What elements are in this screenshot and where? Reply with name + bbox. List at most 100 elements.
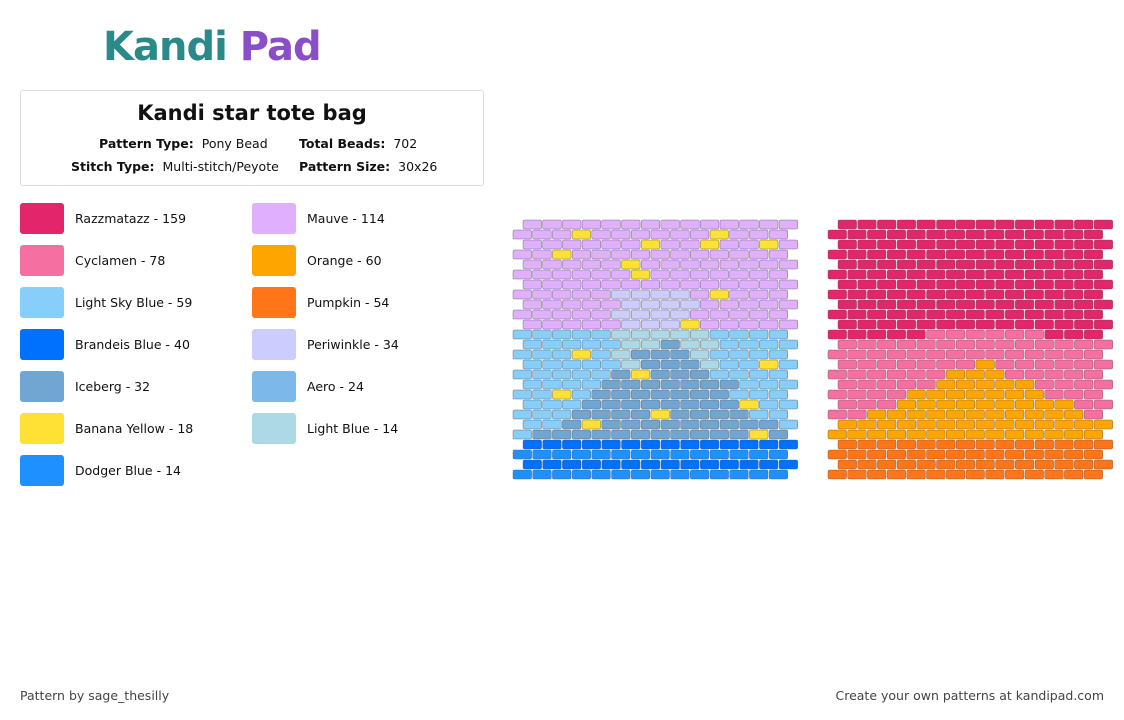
footer-right[interactable]: Create your own patterns at kandipad.com <box>835 688 1104 703</box>
bead <box>719 339 739 350</box>
bead <box>877 259 897 270</box>
bead <box>1054 379 1074 390</box>
bead <box>1083 249 1103 260</box>
bead <box>709 309 729 320</box>
bead <box>926 329 946 340</box>
bead <box>532 469 552 480</box>
bead <box>621 299 641 310</box>
bead <box>946 249 966 260</box>
bead <box>1083 349 1103 360</box>
bead <box>1074 439 1094 450</box>
bead <box>680 259 700 270</box>
bead <box>601 339 621 350</box>
bead <box>562 319 582 330</box>
bead <box>611 309 631 320</box>
bead <box>926 369 946 380</box>
swatch <box>252 287 296 318</box>
bead <box>611 249 631 260</box>
bead <box>542 439 562 450</box>
bead <box>709 369 729 380</box>
bead <box>759 259 779 270</box>
bead <box>641 459 661 470</box>
bead <box>552 309 572 320</box>
bead <box>1074 319 1094 330</box>
bead <box>886 349 906 360</box>
bead <box>926 389 946 400</box>
bead <box>827 449 847 460</box>
bead <box>985 309 1005 320</box>
bead <box>857 339 877 350</box>
bead <box>896 319 916 330</box>
bead <box>621 279 641 290</box>
bead <box>926 429 946 440</box>
bead <box>867 409 887 420</box>
bead <box>956 399 976 410</box>
bead <box>1093 219 1113 230</box>
bead <box>571 429 591 440</box>
bead <box>896 219 916 230</box>
bead <box>1044 429 1064 440</box>
bead <box>562 239 582 250</box>
bead <box>581 359 601 370</box>
bead <box>571 449 591 460</box>
bead <box>581 379 601 390</box>
bead <box>601 299 621 310</box>
bead <box>749 369 769 380</box>
bead <box>985 229 1005 240</box>
bead <box>690 289 710 300</box>
bead <box>1024 409 1044 420</box>
bead <box>581 339 601 350</box>
bead <box>522 359 542 370</box>
bead <box>581 279 601 290</box>
bead <box>995 439 1015 450</box>
bead <box>739 299 759 310</box>
bead <box>837 439 857 450</box>
bead <box>1074 379 1094 390</box>
bead <box>621 439 641 450</box>
bead <box>906 229 926 240</box>
bead <box>729 389 749 400</box>
bead <box>680 339 700 350</box>
bead <box>956 319 976 330</box>
bead <box>916 319 936 330</box>
bead <box>985 369 1005 380</box>
bead <box>946 409 966 420</box>
bead <box>896 399 916 410</box>
bead <box>956 219 976 230</box>
bead <box>571 349 591 360</box>
bead <box>522 459 542 470</box>
bead <box>956 379 976 390</box>
bead <box>886 389 906 400</box>
bead <box>1044 309 1064 320</box>
bead <box>1064 249 1084 260</box>
bead <box>542 219 562 230</box>
bead <box>1083 289 1103 300</box>
logo[interactable]: Kandi Pad <box>103 24 322 70</box>
bead <box>906 429 926 440</box>
bead <box>847 409 867 420</box>
legend-item: Dodger Blue - 14 <box>20 455 181 486</box>
bead <box>1024 309 1044 320</box>
bead <box>946 329 966 340</box>
bead <box>946 269 966 280</box>
bead <box>581 219 601 230</box>
bead <box>1024 249 1044 260</box>
bead <box>631 249 651 260</box>
bead <box>896 239 916 250</box>
swatch <box>20 413 64 444</box>
bead <box>886 429 906 440</box>
bead <box>739 279 759 290</box>
bead <box>719 379 739 390</box>
bead <box>778 399 798 410</box>
bead <box>621 339 641 350</box>
bead <box>1015 339 1035 350</box>
bead <box>709 289 729 300</box>
bead <box>886 309 906 320</box>
bead <box>778 239 798 250</box>
bead <box>522 299 542 310</box>
bead <box>857 219 877 230</box>
bead <box>1034 239 1054 250</box>
bead <box>886 469 906 480</box>
bead <box>1034 279 1054 290</box>
